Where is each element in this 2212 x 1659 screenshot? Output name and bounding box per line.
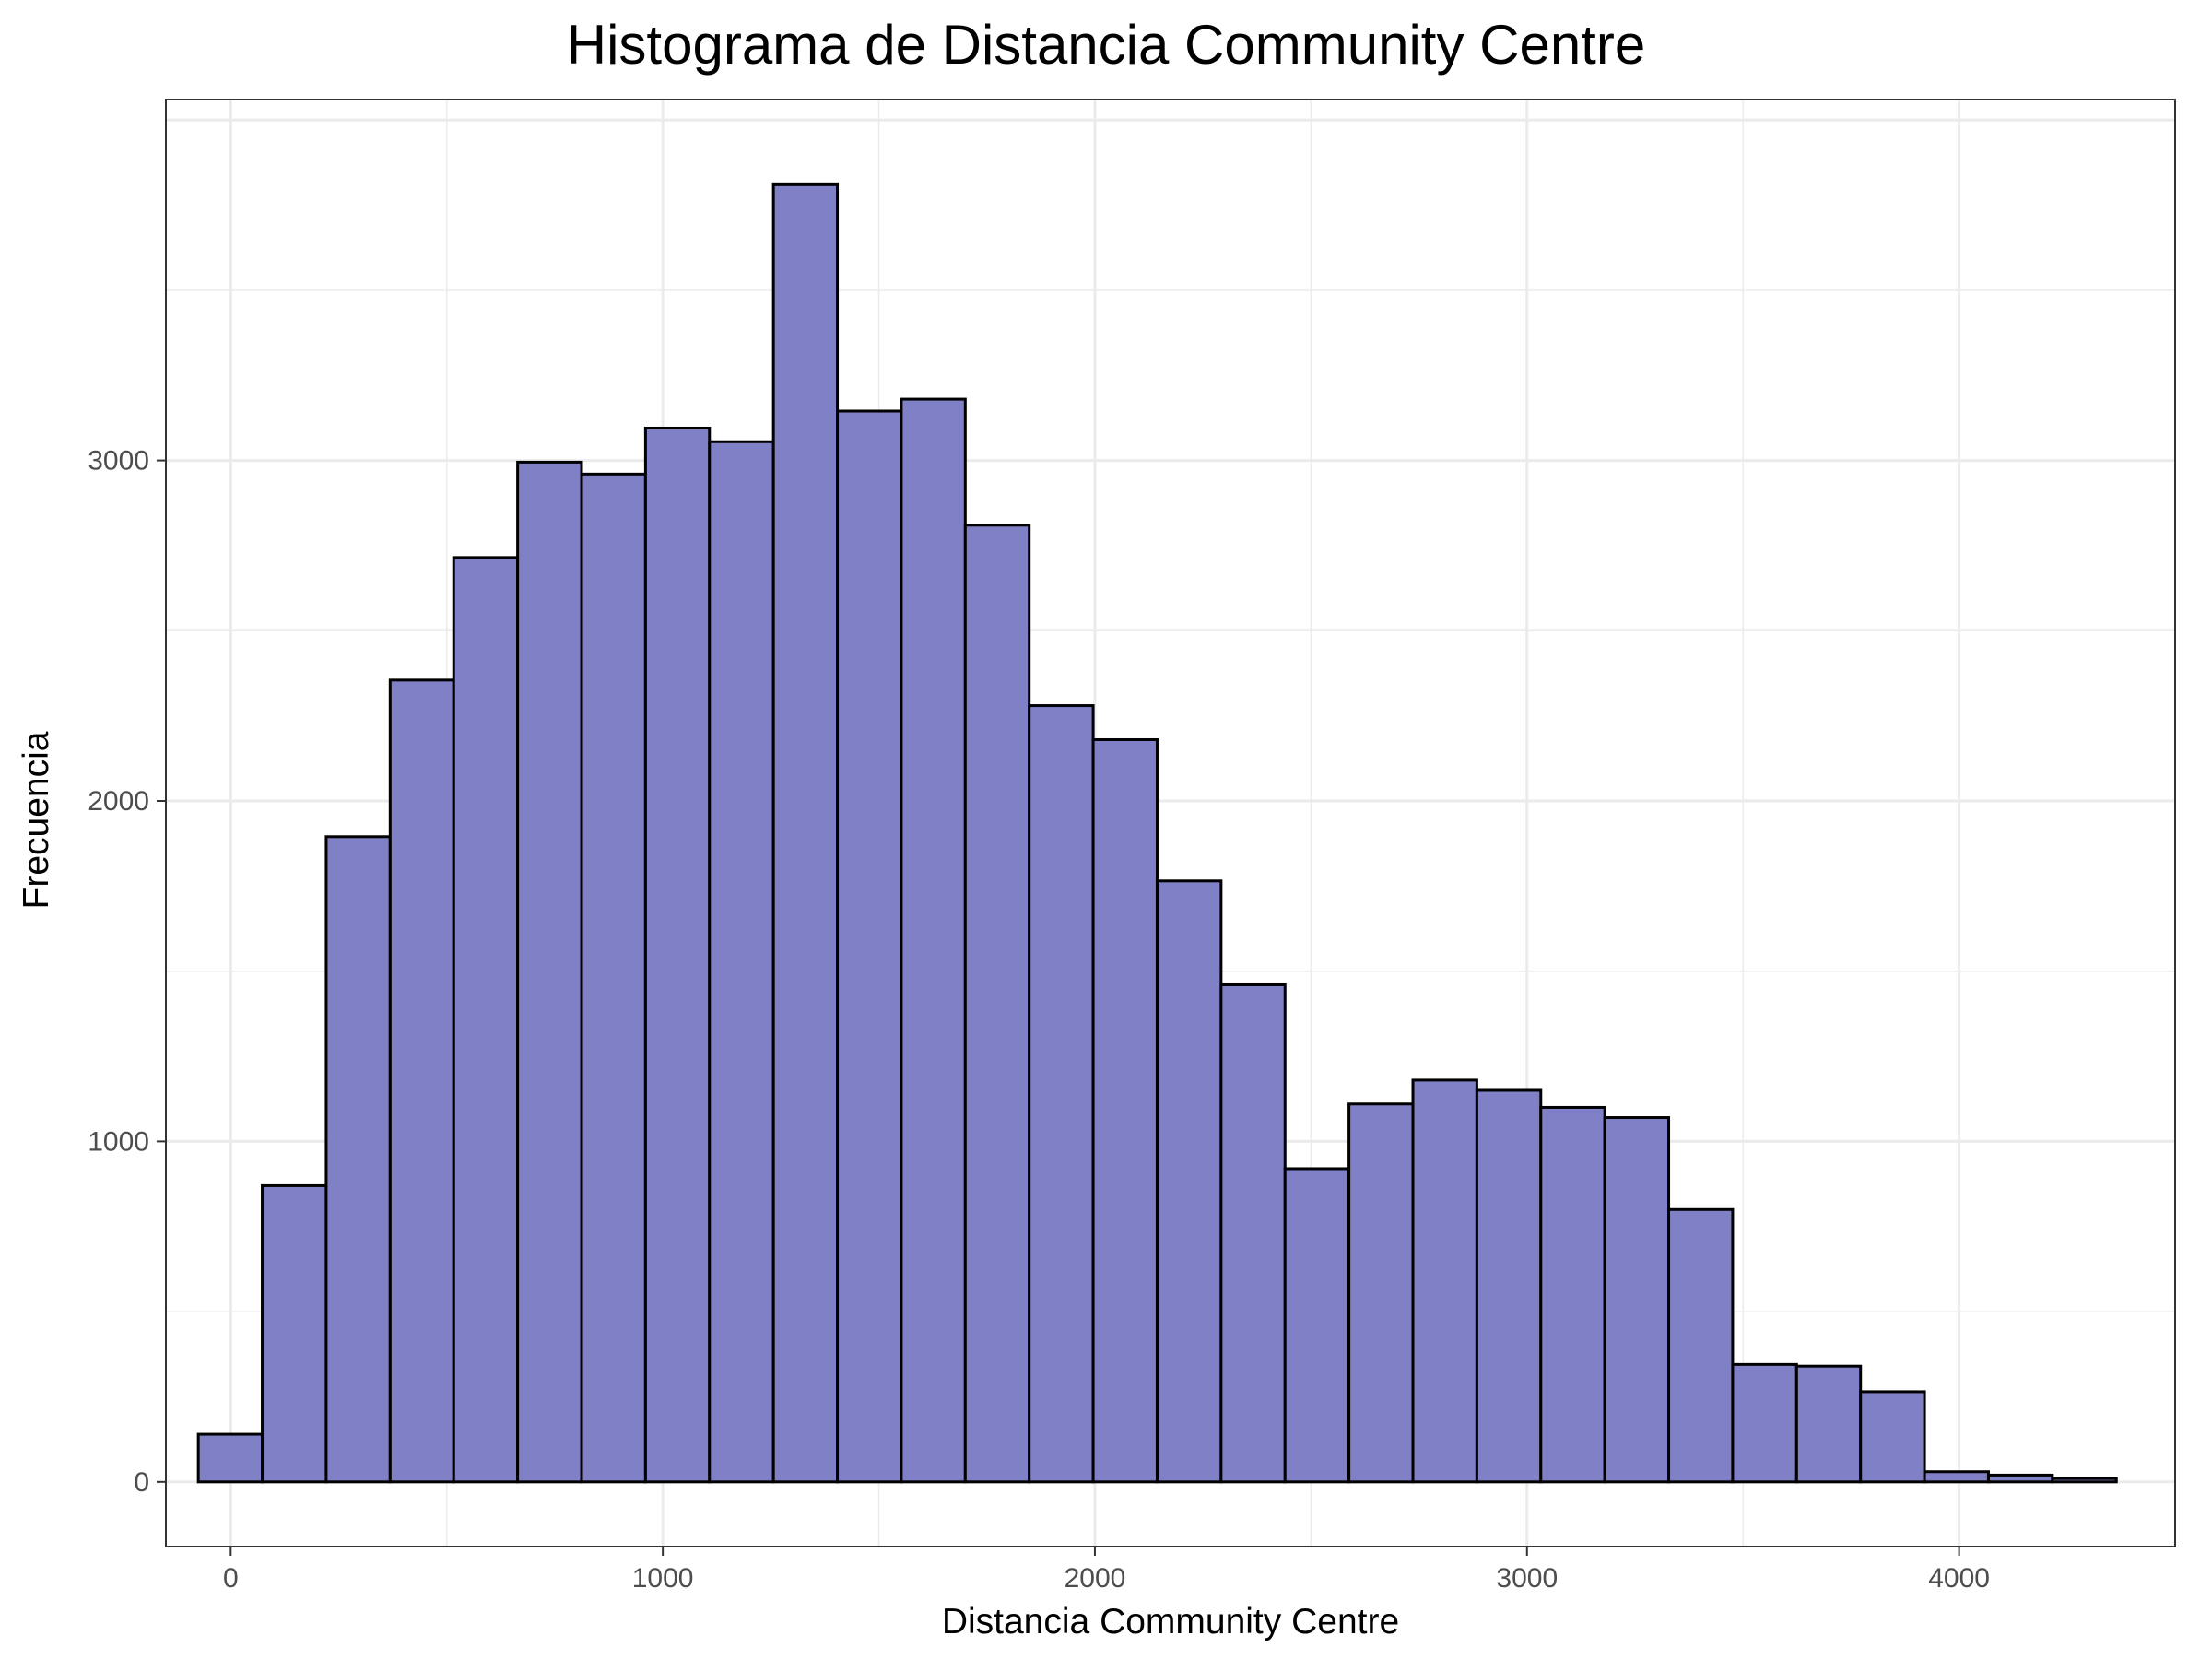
x-tick-label: 3000 (1496, 1563, 1558, 1594)
histogram-bar (771, 182, 840, 1484)
y-tick-label: 3000 (88, 446, 149, 477)
histogram-bar (1091, 737, 1159, 1484)
histogram-bar (1347, 1102, 1415, 1484)
chart-title: Histograma de Distancia Community Centre (566, 14, 1646, 76)
histogram-bar (196, 1432, 265, 1484)
histogram-bar (900, 397, 967, 1484)
histogram-bar (1155, 879, 1223, 1484)
histogram-bar (963, 524, 1031, 1484)
x-tick-label: 1000 (632, 1563, 694, 1594)
histogram-bars (196, 182, 2118, 1484)
histogram-bar (1411, 1078, 1478, 1484)
histogram-bar (2051, 1477, 2118, 1484)
histogram-bar (1603, 1116, 1671, 1484)
y-tick-label: 1000 (88, 1126, 149, 1157)
axis-ticks: 0 1000 2000 3000 4000 0 1000 2000 3000 (88, 446, 1990, 1594)
histogram-bar (1986, 1473, 2054, 1484)
histogram-bar (1283, 1167, 1351, 1484)
histogram-bar (1028, 704, 1095, 1484)
histogram-bar (1794, 1364, 1863, 1484)
x-tick-label: 0 (223, 1563, 239, 1594)
histogram-bar (261, 1183, 328, 1484)
x-axis-label: Distancia Community Centre (941, 1602, 1400, 1641)
histogram-bar (1219, 982, 1287, 1484)
histogram-bar (1923, 1470, 1990, 1484)
histogram-bar (1475, 1088, 1543, 1484)
x-tick-label: 2000 (1065, 1563, 1126, 1594)
y-axis-label: Frecuencia (17, 731, 56, 910)
histogram-bar (1859, 1390, 1926, 1484)
histogram-bar (708, 440, 775, 1484)
histogram-bar (1731, 1362, 1798, 1484)
histogram-bar (324, 835, 392, 1484)
histogram-bar (580, 472, 647, 1484)
histogram-bar (388, 678, 455, 1484)
histogram-bar (452, 556, 520, 1484)
histogram-bar (516, 460, 583, 1484)
y-tick-label: 0 (134, 1467, 149, 1498)
histogram-bar (836, 409, 903, 1484)
y-tick-label: 2000 (88, 786, 149, 817)
panel-border (165, 99, 2176, 1547)
histogram-bar (1539, 1105, 1606, 1484)
histogram-bar (1667, 1207, 1735, 1484)
histogram-bar (643, 426, 712, 1484)
x-tick-label: 4000 (1928, 1563, 1990, 1594)
